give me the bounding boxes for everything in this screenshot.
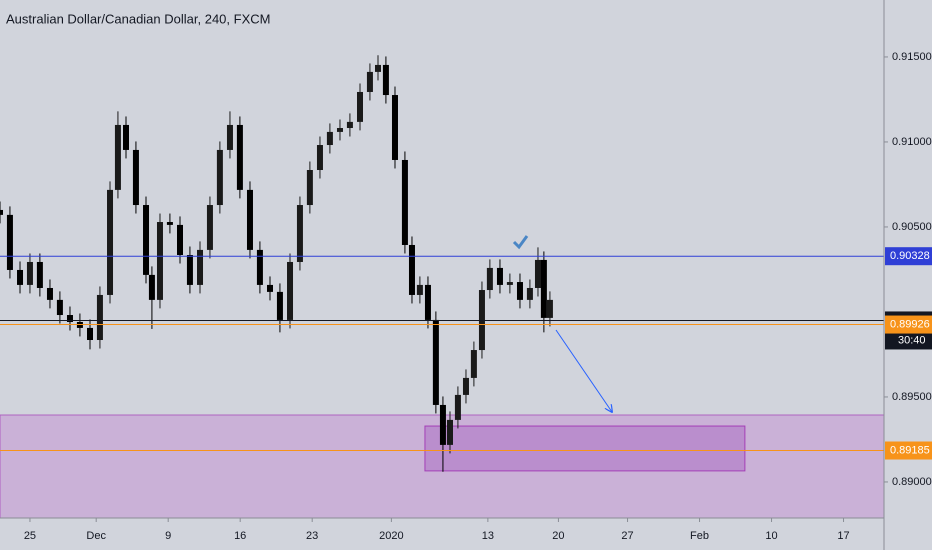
candle-body xyxy=(326,131,333,146)
x-tick-label: 25 xyxy=(24,530,36,542)
candle-body xyxy=(276,291,283,320)
candle-body xyxy=(122,124,129,150)
candle-body xyxy=(382,64,389,96)
candle-body xyxy=(0,209,3,215)
candle-body xyxy=(446,419,453,445)
candle-body xyxy=(17,269,24,285)
axes: 0.89000 0.89500 0.90500 0.91000 0.91500 25 Dec… xyxy=(24,51,932,542)
candle-body xyxy=(186,255,193,285)
candle-body xyxy=(206,205,213,250)
check-mark xyxy=(512,235,529,250)
candle-body xyxy=(486,267,493,291)
x-tick-label: 16 xyxy=(234,530,246,542)
price-label-box xyxy=(885,441,932,460)
x-tick-label: 10 xyxy=(765,530,777,542)
candle-body xyxy=(176,224,183,256)
candle-body xyxy=(143,205,150,275)
candle-body xyxy=(132,149,139,206)
candle-body xyxy=(114,124,121,190)
candle-body xyxy=(26,261,33,285)
x-tick-label: 23 xyxy=(306,530,318,542)
x-tick-label: 20 xyxy=(552,530,564,542)
candle-body xyxy=(107,189,114,295)
candle-body xyxy=(424,284,431,320)
candle-body xyxy=(46,287,53,300)
price-label-box xyxy=(885,247,932,266)
x-tick-label: Dec xyxy=(86,530,106,542)
candle-body xyxy=(454,394,461,420)
candle-body xyxy=(401,159,408,245)
candle-body xyxy=(156,222,163,300)
candle-body xyxy=(197,249,204,285)
x-tick-label: Feb xyxy=(690,530,709,542)
candle-body xyxy=(316,145,323,171)
countdown: 30:40 xyxy=(898,334,926,346)
x-tick-label: 9 xyxy=(165,530,171,542)
y-tick-label: 0.90500 xyxy=(892,221,932,233)
candle-body xyxy=(540,259,547,318)
candle-body xyxy=(526,287,533,300)
candle-body xyxy=(86,327,93,341)
price-label: 0.89185 xyxy=(890,444,930,456)
candle-body xyxy=(546,299,553,318)
candle-body xyxy=(496,267,503,285)
candle-body xyxy=(287,261,294,320)
candle-body xyxy=(296,205,303,262)
candle-body xyxy=(6,214,13,270)
y-tick-label: 0.91000 xyxy=(892,136,932,148)
x-tick-label: 13 xyxy=(482,530,494,542)
candle-body xyxy=(374,64,381,72)
candle-body xyxy=(66,315,73,322)
candle-body xyxy=(506,282,513,285)
candle-body xyxy=(470,350,477,378)
candle-body xyxy=(356,91,363,122)
x-tick-label: 27 xyxy=(621,530,633,542)
x-tick-label: 17 xyxy=(837,530,849,542)
candle-body xyxy=(336,128,343,132)
candle-body xyxy=(432,319,439,405)
candle-body xyxy=(462,377,469,395)
candle-body xyxy=(416,284,423,295)
candle-body xyxy=(56,299,63,316)
price-label: 0.90328 xyxy=(890,250,930,262)
plot-area xyxy=(0,55,885,519)
price-label: 0.89926 xyxy=(890,318,930,330)
candle-body xyxy=(408,244,415,295)
candle-body xyxy=(148,274,155,300)
candle-body xyxy=(391,95,398,160)
candle-body xyxy=(96,294,103,341)
chart-title: Australian Dollar/Canadian Dollar, 240, … xyxy=(6,11,270,26)
candle-body xyxy=(226,124,233,150)
y-tick-label: 0.89500 xyxy=(892,391,932,403)
candle-body xyxy=(266,284,273,292)
candle-body xyxy=(236,124,243,190)
candle-body xyxy=(246,189,253,250)
candle-body xyxy=(439,404,446,445)
candle-body xyxy=(306,170,313,206)
arrow-drawing xyxy=(555,329,612,412)
candle-body xyxy=(36,261,43,288)
x-tick-label: 2020 xyxy=(379,530,403,542)
candle-body xyxy=(256,249,263,285)
zone-box xyxy=(424,425,746,472)
candle-body xyxy=(346,121,353,129)
candle-body xyxy=(516,282,523,300)
y-tick-label: 0.91500 xyxy=(892,51,932,63)
candle-body xyxy=(366,71,373,92)
price-label-box xyxy=(885,315,932,334)
candle-body xyxy=(216,149,223,206)
candle-body xyxy=(166,222,173,225)
y-tick-label: 0.89000 xyxy=(892,476,932,488)
countdown-box xyxy=(885,331,932,350)
candle-body xyxy=(534,259,541,288)
